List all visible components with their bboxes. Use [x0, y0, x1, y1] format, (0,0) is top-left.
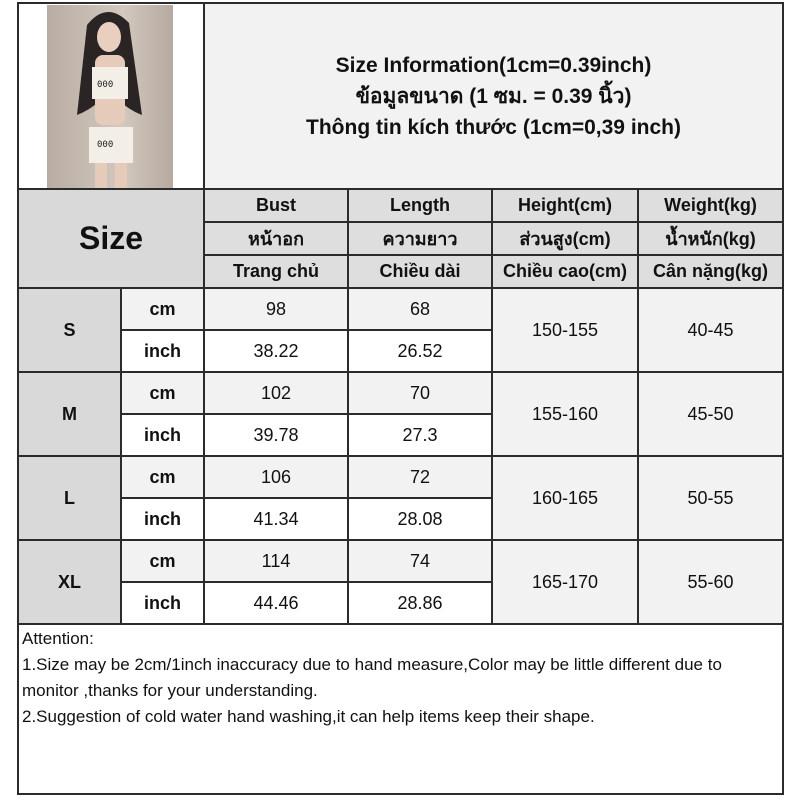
- size-information-title: Size Information(1cm=0.39inch) ข้อมูลขนา…: [202, 2, 785, 190]
- header-height-th: ส่วนสูง(cm): [491, 221, 639, 256]
- header-height-vi: Chiều cao(cm): [491, 254, 639, 289]
- svg-text:000: 000: [97, 140, 113, 150]
- header-bust-en: Bust: [203, 188, 349, 223]
- height-range: 160-165: [491, 455, 639, 541]
- weight-range: 50-55: [636, 455, 785, 541]
- size-row-cm: XL cm 114 74 165-170 55-60: [17, 539, 785, 625]
- size-header: Size: [17, 188, 205, 289]
- size-row-cm: M cm 102 70 155-160 45-50: [17, 371, 785, 457]
- bust-inch: 41.34: [203, 497, 349, 541]
- attention-note-2: 2.Suggestion of cold water hand washing,…: [22, 707, 595, 726]
- length-cm: 68: [347, 287, 493, 331]
- length-cm: 70: [347, 371, 493, 415]
- header-length-vi: Chiều dài: [347, 254, 493, 289]
- attention-notes: Attention: 1.Size may be 2cm/1inch inacc…: [16, 623, 785, 795]
- product-photo: 000 000: [47, 5, 173, 188]
- length-cm: 74: [347, 539, 493, 583]
- product-photo-cell: 000 000: [17, 2, 205, 190]
- bust-cm: 106: [203, 455, 349, 499]
- unit-cm: cm: [120, 539, 205, 583]
- bust-cm: 98: [203, 287, 349, 331]
- header-weight-vi: Cân nặng(kg): [636, 254, 785, 289]
- unit-inch: inch: [120, 413, 205, 457]
- size-row-inch: inch 44.46 28.86: [18, 581, 783, 625]
- unit-cm: cm: [120, 371, 205, 415]
- length-cm: 72: [347, 455, 493, 499]
- size-label: S: [17, 287, 122, 373]
- bust-inch: 44.46: [203, 581, 349, 625]
- unit-cm: cm: [120, 455, 205, 499]
- title-vietnamese: Thông tin kích thước (1cm=0,39 inch): [306, 115, 681, 139]
- bust-cm: 102: [203, 371, 349, 415]
- header-length-en: Length: [347, 188, 493, 223]
- weight-range: 45-50: [636, 371, 785, 457]
- size-chart-table: 000 000 Size Information(1cm=0.39inch) ข…: [16, 2, 785, 795]
- header-weight-en: Weight(kg): [636, 188, 785, 223]
- length-inch: 26.52: [347, 329, 493, 373]
- size-row-inch: inch 39.78 27.3: [18, 413, 783, 457]
- size-label: XL: [17, 539, 122, 625]
- title-english: Size Information(1cm=0.39inch): [335, 53, 652, 77]
- size-row-inch: inch 41.34 28.08: [18, 497, 783, 541]
- header-height-en: Height(cm): [491, 188, 639, 223]
- header-bust-vi: Trang chủ: [203, 254, 349, 289]
- svg-text:000: 000: [97, 80, 113, 90]
- attention-note-1: 1.Size may be 2cm/1inch inaccuracy due t…: [22, 655, 722, 700]
- size-row-cm: L cm 106 72 160-165 50-55: [17, 455, 785, 541]
- header-length-th: ความยาว: [347, 221, 493, 256]
- header-weight-th: น้ำหนัก(kg): [636, 221, 785, 256]
- height-range: 165-170: [491, 539, 639, 625]
- header-bust-th: หน้าอก: [203, 221, 349, 256]
- bust-inch: 38.22: [203, 329, 349, 373]
- size-row-inch: inch 38.22 26.52: [18, 329, 783, 373]
- weight-range: 40-45: [636, 287, 785, 373]
- unit-inch: inch: [120, 329, 205, 373]
- height-range: 150-155: [491, 287, 639, 373]
- height-range: 155-160: [491, 371, 639, 457]
- length-inch: 28.86: [347, 581, 493, 625]
- bust-inch: 39.78: [203, 413, 349, 457]
- length-inch: 28.08: [347, 497, 493, 541]
- unit-cm: cm: [120, 287, 205, 331]
- title-thai: ข้อมูลขนาด (1 ซม. = 0.39 นิ้ว): [355, 84, 632, 108]
- bust-cm: 114: [203, 539, 349, 583]
- length-inch: 27.3: [347, 413, 493, 457]
- unit-inch: inch: [120, 497, 205, 541]
- size-label: M: [17, 371, 122, 457]
- attention-heading: Attention:: [22, 629, 94, 648]
- size-row-cm: S cm 98 68 150-155 40-45: [17, 287, 785, 373]
- size-label: L: [17, 455, 122, 541]
- weight-range: 55-60: [636, 539, 785, 625]
- unit-inch: inch: [120, 581, 205, 625]
